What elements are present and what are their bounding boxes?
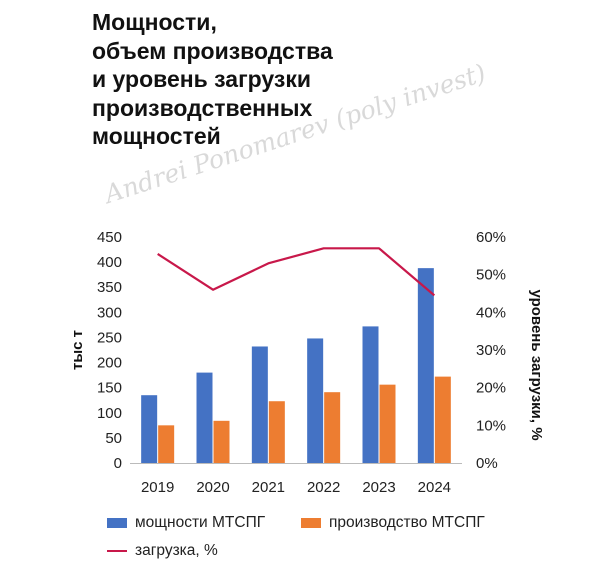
chart-title: Мощности, объем производства и уровень з… [92, 8, 512, 151]
bar-production-2022 [324, 392, 341, 463]
load-series-line [157, 247, 436, 297]
title-line: объем производства [92, 37, 333, 64]
x-axis-ticks: 2019 2020 2021 2022 2023 2024 [141, 479, 451, 496]
y2-tick-label: 0% [476, 455, 498, 472]
y2-axis-title: уровень загрузки, % [528, 289, 545, 440]
bar-capacity-2024 [417, 268, 434, 463]
bar-production-2024 [434, 376, 451, 463]
y-tick-label: 0 [114, 455, 122, 472]
y-tick-label: 350 [97, 279, 122, 296]
x-tick-label: 2024 [418, 479, 451, 496]
y2-tick-label: 10% [476, 417, 506, 434]
y-tick-label: 100 [97, 405, 122, 422]
y-tick-label: 400 [97, 254, 122, 271]
bar-capacity-2023 [362, 326, 379, 463]
production-bars [158, 376, 451, 463]
y2-tick-label: 60% [476, 229, 506, 246]
y2-tick-label: 30% [476, 342, 506, 359]
x-tick-label: 2022 [307, 479, 340, 496]
x-tick-label: 2021 [252, 479, 285, 496]
bar-production-2020 [213, 420, 230, 463]
y2-tick-label: 50% [476, 267, 506, 284]
title-line: и уровень загрузки [92, 66, 311, 92]
y-axis-title: тыс т [69, 330, 86, 370]
y-tick-label: 200 [97, 355, 122, 372]
y-tick-label: 300 [97, 304, 122, 321]
bar-capacity-2019 [141, 395, 158, 463]
load-line [157, 247, 436, 297]
y-axis-ticks: 0 50 100 150 200 250 300 350 400 450 [97, 229, 122, 472]
capacity-bars [141, 268, 434, 463]
y-tick-label: 150 [97, 380, 122, 397]
y-tick-label: 250 [97, 329, 122, 346]
x-tick-label: 2019 [141, 479, 174, 496]
x-tick-label: 2020 [196, 479, 229, 496]
y2-tick-label: 40% [476, 304, 506, 321]
y2-tick-label: 20% [476, 380, 506, 397]
y-tick-label: 50 [105, 430, 122, 447]
title-line: мощностей [92, 123, 221, 149]
bar-capacity-2020 [196, 372, 213, 463]
bar-capacity-2021 [251, 346, 268, 463]
bar-production-2021 [268, 401, 285, 463]
bar-production-2023 [379, 384, 396, 463]
y-tick-label: 450 [97, 229, 122, 246]
bar-production-2019 [158, 425, 175, 463]
x-tick-label: 2023 [362, 479, 395, 496]
bar-capacity-2022 [307, 338, 324, 463]
title-line: Мощности, [92, 9, 217, 35]
y2-axis-ticks: 0% 10% 20% 30% 40% 50% 60% [476, 229, 506, 472]
title-line: производственных [92, 94, 313, 121]
